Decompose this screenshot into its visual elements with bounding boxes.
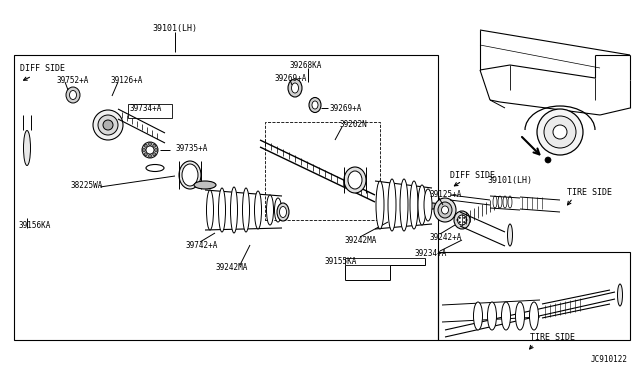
Ellipse shape bbox=[466, 219, 467, 221]
Ellipse shape bbox=[529, 302, 538, 330]
Ellipse shape bbox=[288, 79, 302, 97]
Ellipse shape bbox=[418, 185, 426, 225]
Text: 39155KA: 39155KA bbox=[325, 257, 357, 266]
Ellipse shape bbox=[463, 221, 465, 223]
Ellipse shape bbox=[148, 142, 152, 145]
Text: 39101(LH): 39101(LH) bbox=[152, 23, 198, 32]
Ellipse shape bbox=[410, 181, 418, 229]
Text: 38225WA: 38225WA bbox=[70, 180, 102, 189]
Ellipse shape bbox=[255, 191, 262, 229]
Text: 39735+A: 39735+A bbox=[175, 144, 207, 153]
Ellipse shape bbox=[280, 206, 287, 218]
Ellipse shape bbox=[454, 211, 470, 229]
Ellipse shape bbox=[348, 171, 362, 189]
Text: TIRE SIDE: TIRE SIDE bbox=[567, 187, 612, 196]
Ellipse shape bbox=[154, 148, 157, 151]
Ellipse shape bbox=[424, 189, 432, 221]
Ellipse shape bbox=[508, 224, 513, 246]
Text: 39126+A: 39126+A bbox=[110, 76, 142, 84]
Ellipse shape bbox=[182, 164, 198, 186]
Bar bbox=[14, 55, 438, 340]
Ellipse shape bbox=[457, 219, 458, 221]
Ellipse shape bbox=[24, 131, 31, 166]
Ellipse shape bbox=[553, 125, 567, 139]
Ellipse shape bbox=[442, 206, 449, 214]
Ellipse shape bbox=[70, 90, 77, 99]
Ellipse shape bbox=[438, 202, 452, 218]
Ellipse shape bbox=[153, 153, 156, 156]
Text: JC910122: JC910122 bbox=[591, 356, 628, 365]
Ellipse shape bbox=[179, 161, 201, 189]
Text: 39125+A: 39125+A bbox=[430, 189, 462, 199]
Ellipse shape bbox=[388, 179, 396, 231]
Ellipse shape bbox=[503, 196, 507, 208]
Ellipse shape bbox=[103, 120, 113, 130]
Bar bbox=[265, 122, 380, 220]
Text: 39156KA: 39156KA bbox=[18, 221, 51, 230]
Text: DIFF SIDE: DIFF SIDE bbox=[450, 170, 495, 180]
Ellipse shape bbox=[488, 302, 497, 330]
Ellipse shape bbox=[243, 188, 250, 232]
Ellipse shape bbox=[458, 215, 467, 225]
Ellipse shape bbox=[376, 181, 384, 229]
Text: 39242+A: 39242+A bbox=[430, 232, 462, 241]
Ellipse shape bbox=[545, 157, 551, 163]
Ellipse shape bbox=[463, 217, 465, 219]
Ellipse shape bbox=[618, 284, 623, 306]
Ellipse shape bbox=[400, 179, 408, 231]
Text: 39101(LH): 39101(LH) bbox=[487, 176, 532, 185]
Text: 39752+A: 39752+A bbox=[56, 76, 88, 84]
Text: 39269+A: 39269+A bbox=[330, 103, 362, 112]
Text: 39269+A: 39269+A bbox=[275, 74, 307, 83]
Ellipse shape bbox=[144, 144, 147, 147]
Ellipse shape bbox=[515, 302, 525, 330]
Ellipse shape bbox=[508, 196, 512, 208]
Text: TIRE SIDE: TIRE SIDE bbox=[530, 334, 575, 343]
Text: 39734+A: 39734+A bbox=[130, 103, 163, 112]
Ellipse shape bbox=[312, 101, 318, 109]
Ellipse shape bbox=[459, 221, 461, 223]
Ellipse shape bbox=[98, 115, 118, 135]
Ellipse shape bbox=[474, 302, 483, 330]
Text: DIFF SIDE: DIFF SIDE bbox=[20, 64, 65, 73]
Text: 39202N: 39202N bbox=[340, 119, 368, 128]
Text: 39234+A: 39234+A bbox=[415, 248, 447, 257]
Ellipse shape bbox=[291, 83, 298, 93]
Ellipse shape bbox=[493, 196, 497, 208]
Ellipse shape bbox=[309, 97, 321, 112]
Bar bbox=[128, 104, 172, 118]
Text: 39242MA: 39242MA bbox=[345, 235, 378, 244]
Bar bbox=[438, 252, 630, 340]
Ellipse shape bbox=[148, 154, 152, 157]
Ellipse shape bbox=[230, 187, 237, 233]
Text: 39242MA: 39242MA bbox=[215, 263, 248, 273]
Text: 39268KA: 39268KA bbox=[290, 61, 323, 70]
Ellipse shape bbox=[434, 198, 456, 222]
Ellipse shape bbox=[194, 181, 216, 189]
Ellipse shape bbox=[153, 144, 156, 147]
Ellipse shape bbox=[537, 109, 583, 155]
Ellipse shape bbox=[344, 167, 366, 193]
Ellipse shape bbox=[146, 146, 154, 154]
Text: 39742+A: 39742+A bbox=[185, 241, 218, 250]
Ellipse shape bbox=[277, 203, 289, 221]
Ellipse shape bbox=[498, 196, 502, 208]
Ellipse shape bbox=[207, 190, 214, 230]
Ellipse shape bbox=[275, 198, 282, 222]
Ellipse shape bbox=[142, 142, 158, 158]
Ellipse shape bbox=[66, 87, 80, 103]
Ellipse shape bbox=[502, 302, 511, 330]
Ellipse shape bbox=[544, 116, 576, 148]
Ellipse shape bbox=[266, 195, 273, 225]
Ellipse shape bbox=[459, 217, 461, 219]
Ellipse shape bbox=[425, 203, 439, 209]
Ellipse shape bbox=[218, 188, 225, 232]
Ellipse shape bbox=[143, 148, 145, 151]
Ellipse shape bbox=[93, 110, 123, 140]
Ellipse shape bbox=[144, 153, 147, 156]
